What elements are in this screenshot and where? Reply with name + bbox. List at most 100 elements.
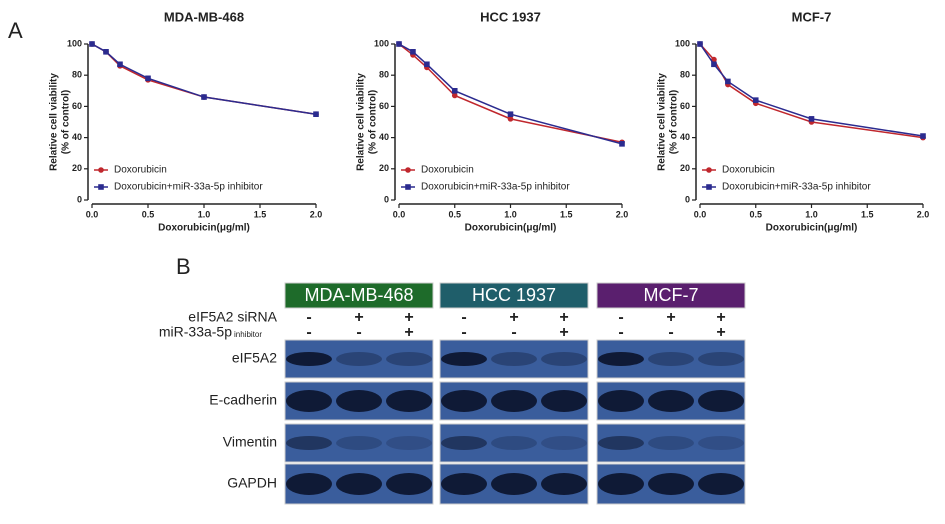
blot-band — [286, 352, 332, 366]
data-point — [451, 88, 458, 94]
blot-band — [336, 436, 382, 450]
x-tick-label: 2.0 — [917, 209, 930, 219]
treatment-sign: + — [509, 309, 518, 326]
blot-band — [441, 390, 487, 412]
x-tick-label: 2.0 — [310, 209, 323, 219]
data-point — [725, 78, 731, 85]
y-axis-label: (% of control) — [61, 90, 72, 154]
panel-label: B — [176, 254, 191, 279]
blot-band — [441, 436, 487, 450]
data-point — [808, 116, 815, 122]
y-tick-label: 60 — [72, 101, 82, 111]
treatment-sign: + — [559, 309, 568, 326]
y-tick-label: 80 — [379, 70, 389, 80]
data-point — [920, 133, 926, 139]
protein-label: GAPDH — [227, 475, 277, 491]
data-point — [697, 41, 703, 47]
blot-band — [598, 436, 644, 450]
blot-band — [491, 473, 537, 495]
blot-band — [491, 390, 537, 412]
data-point — [424, 61, 430, 68]
series-line — [699, 43, 924, 139]
legend-label: Doxorubicin+miR-33a-5p inhibitor — [114, 182, 263, 193]
y-tick-label: 100 — [675, 38, 690, 48]
y-tick-label: 0 — [384, 194, 389, 204]
x-tick-label: 0.5 — [749, 209, 762, 219]
data-point — [89, 41, 95, 47]
y-tick-label: 40 — [680, 132, 690, 142]
y-tick-label: 0 — [77, 194, 82, 204]
panel-label: A — [8, 18, 23, 43]
legend-label: Doxorubicin — [421, 165, 474, 176]
blot-band — [386, 473, 432, 495]
treatment-sign: - — [618, 309, 623, 326]
x-tick-label: 1.0 — [805, 209, 818, 219]
data-point — [451, 92, 458, 99]
legend-label: Doxorubicin+miR-33a-5p inhibitor — [421, 182, 570, 193]
blot-band — [491, 352, 537, 366]
y-tick-label: 40 — [379, 132, 389, 142]
y-tick-label: 40 — [72, 132, 82, 142]
x-axis-label: Doxorubicin(μg/ml) — [766, 223, 858, 234]
series-line — [398, 43, 623, 145]
y-tick-label: 80 — [72, 70, 82, 80]
legend-label: Doxorubicin — [722, 165, 775, 176]
blot-band — [541, 390, 587, 412]
blot-band — [541, 436, 587, 450]
y-tick-label: 100 — [67, 38, 82, 48]
blot-band — [336, 473, 382, 495]
blot-band — [441, 473, 487, 495]
x-tick-label: 0.0 — [393, 209, 406, 219]
legend-marker — [706, 184, 712, 190]
cell-line-name: MCF-7 — [644, 285, 699, 305]
data-point — [117, 61, 123, 68]
blot-band — [286, 390, 332, 412]
blot-band — [598, 390, 644, 412]
data-point — [507, 116, 514, 122]
y-axis-label: (% of control) — [368, 90, 379, 154]
chart-title: MDA-MB-468 — [164, 9, 244, 24]
treatment-sign: - — [356, 324, 361, 341]
x-tick-label: 1.5 — [254, 209, 267, 219]
blot-band — [336, 390, 382, 412]
y-tick-label: 20 — [680, 163, 690, 173]
x-tick-label: 1.0 — [198, 209, 211, 219]
series-line — [91, 43, 317, 115]
x-tick-label: 1.0 — [504, 209, 517, 219]
data-point — [410, 49, 416, 55]
series-line — [398, 43, 623, 144]
blot-band — [648, 436, 694, 450]
data-point — [103, 49, 109, 55]
blot-band — [598, 352, 644, 366]
legend-marker — [405, 184, 411, 190]
treatment-sign: + — [559, 324, 568, 341]
data-point — [201, 94, 207, 100]
blot-band — [386, 436, 432, 450]
data-point — [507, 111, 514, 117]
y-axis-label: Relative cell viability — [49, 73, 60, 171]
data-point — [711, 61, 717, 68]
cell-line-name: MDA-MB-468 — [304, 285, 413, 305]
data-point — [145, 75, 151, 82]
treatment-sign: - — [306, 309, 311, 326]
legend-marker — [405, 167, 411, 173]
x-tick-label: 2.0 — [616, 209, 629, 219]
y-axis-label: Relative cell viability — [356, 73, 367, 171]
x-axis-label: Doxorubicin(μg/ml) — [158, 223, 250, 234]
blot-band — [386, 390, 432, 412]
treatment-sign: + — [716, 309, 725, 326]
y-tick-label: 60 — [379, 101, 389, 111]
series-line — [91, 43, 317, 115]
blot-band — [386, 352, 432, 366]
blot-band — [441, 352, 487, 366]
treatment-sign: - — [668, 324, 673, 341]
legend-marker — [706, 167, 712, 173]
blot-band — [648, 473, 694, 495]
treatment-sign: - — [618, 324, 623, 341]
blot-band — [698, 390, 744, 412]
treatment-label: eIF5A2 siRNA — [188, 309, 277, 325]
treatment-sign: + — [666, 309, 675, 326]
treatment-sign: - — [306, 324, 311, 341]
cell-line-name: HCC 1937 — [472, 285, 556, 305]
